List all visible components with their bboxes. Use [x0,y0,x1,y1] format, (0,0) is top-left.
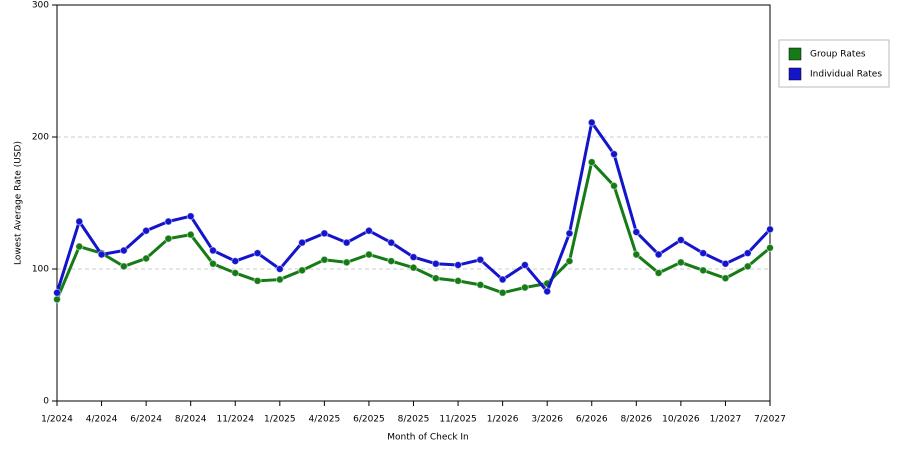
point [520,261,529,270]
point [454,261,463,270]
point [476,255,485,264]
point [342,258,351,267]
y-tick-label: 300 [32,1,49,11]
point [53,295,61,304]
point [208,246,217,255]
point [610,181,619,190]
point [610,150,619,159]
point [743,262,752,271]
point [119,246,128,255]
point [766,243,774,252]
point [342,238,351,247]
point [565,229,574,238]
point [632,228,641,237]
point [654,268,663,277]
point [298,238,307,247]
point [587,118,596,127]
x-tick-label: 8/2026 [620,415,652,425]
x-axis-label: Month of Check In [387,433,469,443]
legend-label: Group Rates [810,50,866,60]
point [75,242,84,251]
point [364,226,373,235]
point [721,259,730,268]
point [699,249,708,258]
point [409,253,418,262]
point [543,287,552,296]
x-tick-label: 8/2025 [398,415,430,425]
point [676,258,685,267]
point [275,265,284,273]
x-tick-label: 4/2024 [86,415,118,425]
point [320,255,329,264]
point [476,280,485,289]
x-tick-label: 1/2024 [41,415,73,425]
point [409,263,418,272]
point [231,257,240,266]
x-tick-label: 1/2025 [264,415,296,425]
point [699,266,708,275]
x-tick-label: 4/2025 [309,415,341,425]
point [75,217,84,226]
point [766,225,774,234]
point [231,268,240,277]
x-tick-label: 8/2024 [175,415,207,425]
legend-swatch [788,67,802,81]
point [520,283,529,292]
point [97,250,106,259]
y-tick-label: 0 [43,397,49,407]
point [587,158,596,167]
y-tick-label: 100 [32,265,49,275]
point [186,212,195,221]
point [142,226,151,235]
x-tick-label: 10/2026 [662,415,700,425]
point [676,235,685,244]
x-tick-label: 6/2026 [576,415,608,425]
x-tick-label: 7/2027 [754,415,786,425]
y-tick-label: 200 [32,133,49,143]
point [632,250,641,259]
x-tick-label: 11/2024 [217,415,255,425]
point [53,288,61,297]
x-tick-label: 1/2027 [710,415,742,425]
point [186,230,195,239]
point [498,275,507,284]
point [253,249,262,258]
point [208,259,217,268]
x-tick-label: 6/2025 [353,415,385,425]
plot-frame [56,4,771,402]
point [298,266,307,275]
point [275,275,284,284]
y-axis-label: Lowest Average Rate (USD) [14,141,24,265]
series-line [55,158,771,300]
point [654,250,663,259]
point [164,234,173,243]
point [721,274,730,283]
point [387,238,396,247]
legend-swatch [788,47,802,61]
point [119,262,128,271]
point [142,254,151,263]
point [431,259,440,268]
x-tick-label: 3/2026 [531,415,563,425]
point [498,288,507,297]
point [743,249,752,258]
point [387,257,396,266]
point [253,276,262,285]
point [364,250,373,259]
x-tick-label: 1/2026 [487,415,519,425]
point [454,276,463,285]
legend-label: Individual Rates [810,70,882,80]
point [431,274,440,283]
x-tick-label: 6/2024 [130,415,162,425]
point [164,217,173,226]
point [320,229,329,238]
x-tick-label: 11/2025 [439,415,476,425]
point [565,257,574,266]
